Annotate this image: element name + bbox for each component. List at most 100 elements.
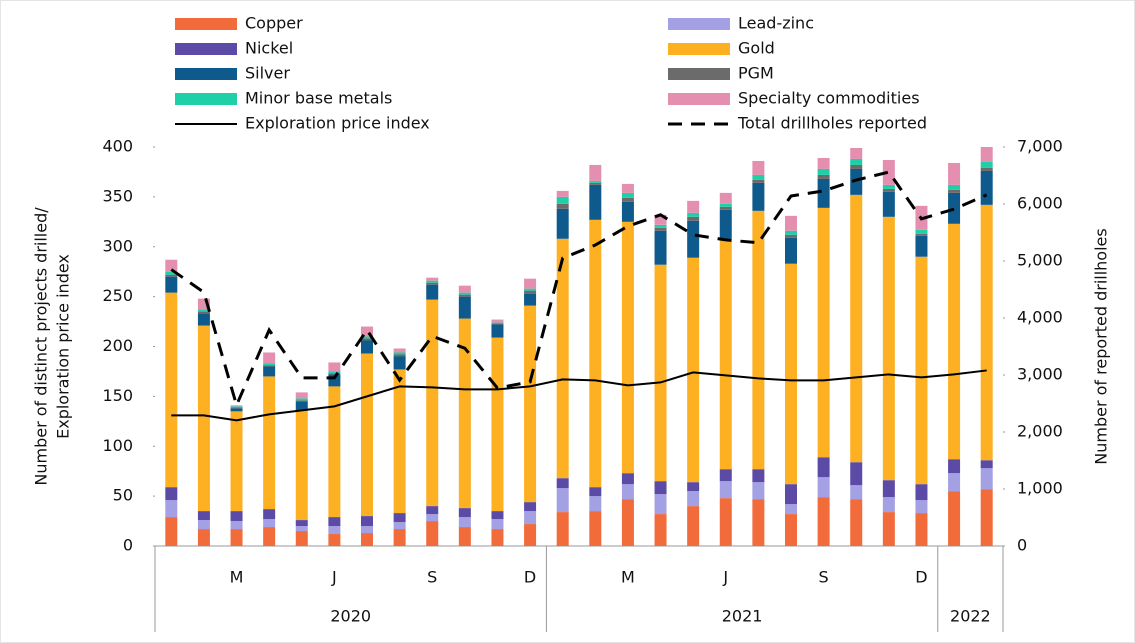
bar-segment bbox=[263, 363, 276, 366]
bar-segment bbox=[882, 191, 895, 217]
bar-segment bbox=[719, 469, 732, 482]
bar-segment bbox=[752, 469, 765, 483]
y-axis-title: Number of distinct projects drilled/ bbox=[32, 207, 51, 486]
legend-label: Lead-zinc bbox=[738, 14, 814, 33]
bar-segment bbox=[719, 209, 732, 239]
bar-segment bbox=[524, 293, 537, 306]
bar-segment bbox=[426, 280, 439, 283]
bar-segment bbox=[524, 288, 537, 291]
bar-segment bbox=[752, 182, 765, 211]
bar-segment bbox=[882, 184, 895, 189]
y-tick-label: 0 bbox=[123, 536, 133, 555]
y2-tick-label: 3,000 bbox=[1017, 365, 1063, 384]
bar-segment bbox=[654, 227, 667, 231]
bar-segment bbox=[948, 162, 961, 185]
bar-segment bbox=[197, 298, 210, 310]
bar-segment bbox=[230, 511, 243, 522]
bar-segment bbox=[654, 494, 667, 515]
bar-segment bbox=[589, 164, 602, 181]
bar-segment bbox=[654, 514, 667, 546]
bar-segment bbox=[230, 529, 243, 546]
bar-segment bbox=[491, 319, 504, 323]
bar-segment bbox=[589, 487, 602, 497]
bar-segment bbox=[361, 516, 373, 527]
bar-segment bbox=[426, 284, 439, 300]
bar-segment bbox=[687, 220, 700, 258]
bar-segment bbox=[589, 219, 602, 488]
legend-label: Specialty commodities bbox=[738, 89, 920, 108]
bar-segment bbox=[458, 508, 471, 518]
bar-segment bbox=[621, 197, 634, 202]
bar-segment bbox=[980, 147, 993, 162]
bar-segment bbox=[556, 512, 569, 546]
bar-segment bbox=[621, 192, 634, 198]
bar-segment bbox=[850, 462, 863, 486]
bar-segment bbox=[458, 285, 471, 293]
legend-swatch bbox=[668, 93, 730, 105]
bar-segment bbox=[491, 322, 504, 324]
bar-segment bbox=[263, 509, 276, 520]
bar-segment bbox=[915, 233, 928, 236]
bar-segment bbox=[165, 500, 178, 518]
bar-segment bbox=[752, 499, 765, 546]
y2-tick-label: 1,000 bbox=[1017, 479, 1063, 498]
legend-label: Nickel bbox=[245, 39, 293, 58]
bar-segment bbox=[948, 223, 961, 460]
bar-segment bbox=[589, 182, 602, 185]
bar-segment bbox=[197, 529, 210, 546]
legend-swatch bbox=[668, 68, 730, 80]
bar-segment bbox=[948, 192, 961, 224]
bar-segment bbox=[230, 407, 243, 409]
bar-segment bbox=[230, 411, 243, 512]
x-tick-label: S bbox=[427, 568, 437, 587]
bar-segment bbox=[491, 519, 504, 530]
bar-segment bbox=[393, 369, 406, 514]
legend-label: Exploration price index bbox=[245, 114, 430, 133]
bar-segment bbox=[719, 238, 732, 470]
bar-segment bbox=[687, 257, 700, 483]
x-group-label: 2020 bbox=[330, 607, 371, 626]
bar-segment bbox=[882, 188, 895, 192]
bar-segment bbox=[556, 203, 569, 209]
bar-segment bbox=[589, 496, 602, 512]
bar-segment bbox=[361, 338, 373, 341]
bar-segment bbox=[491, 337, 504, 512]
y-axis-title: Exploration price index bbox=[54, 254, 73, 439]
bar-segment bbox=[980, 204, 993, 461]
bar-segment bbox=[556, 190, 569, 197]
y2-tick-label: 6,000 bbox=[1017, 194, 1063, 213]
y2-tick-label: 2,000 bbox=[1017, 422, 1063, 441]
bar-segment bbox=[687, 506, 700, 546]
bar-segment bbox=[621, 201, 634, 222]
bar-segment bbox=[524, 290, 537, 294]
bar-segment bbox=[915, 484, 928, 501]
bar-segment bbox=[687, 216, 700, 221]
legend-label: Gold bbox=[738, 39, 775, 58]
bar-segment bbox=[654, 264, 667, 482]
bar-segment bbox=[361, 336, 373, 339]
x-tick-label: S bbox=[819, 568, 829, 587]
bar-segment bbox=[654, 214, 667, 225]
bar-segment bbox=[687, 200, 700, 213]
bar-segment bbox=[165, 271, 178, 275]
legend-swatch bbox=[175, 93, 237, 105]
bar-segment bbox=[458, 294, 471, 297]
bar-segment bbox=[491, 324, 504, 338]
bar-segment bbox=[426, 299, 439, 507]
y-tick-label: 200 bbox=[102, 336, 133, 355]
bar-segment bbox=[393, 522, 406, 530]
bar-segment bbox=[197, 511, 210, 521]
bar-segment bbox=[589, 511, 602, 546]
bar-segment bbox=[556, 478, 569, 489]
bar-segment bbox=[263, 527, 276, 546]
bar-segment bbox=[197, 520, 210, 530]
bar-segment bbox=[850, 168, 863, 195]
legend-swatch bbox=[668, 43, 730, 55]
bar-segment bbox=[393, 348, 406, 353]
bar-segment bbox=[752, 160, 765, 175]
bar-segment bbox=[980, 489, 993, 546]
bar-segment bbox=[230, 405, 243, 407]
bar-segment bbox=[785, 215, 797, 231]
bar-segment bbox=[295, 410, 308, 521]
bar-segment bbox=[393, 513, 406, 523]
